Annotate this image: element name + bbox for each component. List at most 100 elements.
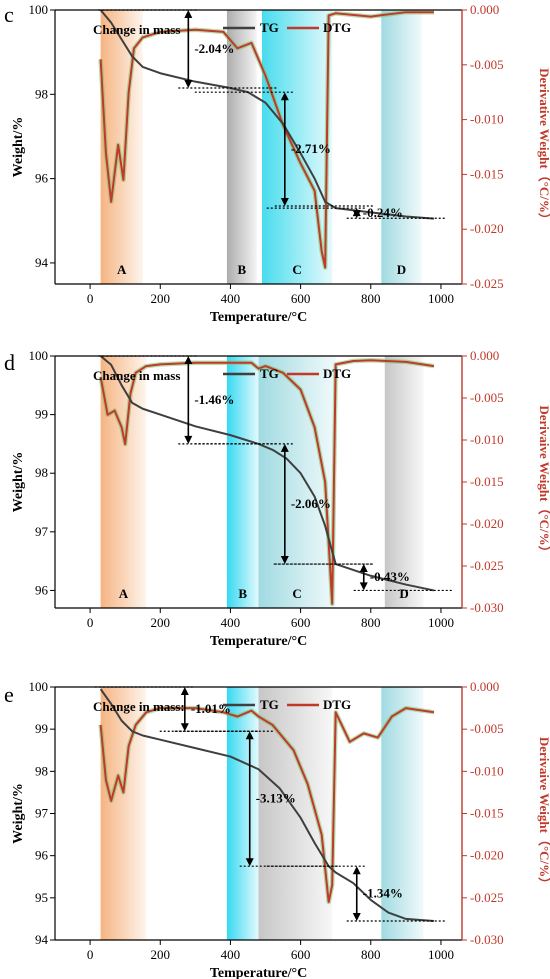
- region-C: [258, 356, 336, 608]
- legend-label-dtg: DTG: [323, 366, 351, 381]
- annotation-arrowhead-up: [280, 92, 289, 101]
- y-right-tick-label: -0.030: [470, 932, 504, 947]
- legend-label-tg: TG: [260, 20, 279, 35]
- annotation-label: -1.34%: [363, 886, 403, 901]
- y-left-tick-label: 98: [35, 86, 48, 101]
- region-label-A: A: [117, 262, 127, 277]
- annotation-arrowhead-down: [184, 79, 193, 88]
- annotation-label: -2.04%: [194, 41, 234, 56]
- legend-label-dtg: DTG: [323, 697, 351, 712]
- x-tick-label: 0: [87, 615, 94, 630]
- dtg-line: [99, 11, 434, 269]
- dtg-line: [99, 359, 435, 605]
- panel-letter: d: [4, 350, 15, 375]
- annotation-label: -2.71%: [291, 141, 331, 156]
- panel-e: -1.01% -3.13% -1.34% 0 200 400 600 800 1000 94 95 9…: [4, 679, 550, 979]
- y-right-tick-label: -0.010: [470, 432, 504, 447]
- y-right-axis-title: Derivaive Weight（°C/%）: [537, 737, 550, 890]
- annotation-arrowhead-up: [184, 356, 193, 364]
- x-tick-label: 200: [151, 947, 171, 962]
- annotation-arrowhead-down: [245, 858, 254, 867]
- annotation-arrowhead-down: [180, 723, 189, 732]
- y-right-tick-label: 0.000: [470, 679, 499, 694]
- annotation-label: -2.06%: [291, 496, 331, 511]
- y-right-tick-label: -0.015: [470, 806, 504, 821]
- x-tick-label: 200: [151, 291, 171, 306]
- annotation-arrowhead-up: [180, 687, 189, 695]
- y-right-tick-label: -0.020: [470, 221, 504, 236]
- x-tick-label: 1000: [428, 291, 454, 306]
- tg-line: [99, 355, 435, 592]
- y-right-tick-label: -0.005: [470, 390, 504, 405]
- y-left-tick-label: 97: [35, 524, 49, 539]
- annotation-arrowhead-down: [359, 582, 368, 591]
- region-label-A: A: [119, 586, 129, 601]
- y-left-axis-title: Weight/%: [11, 452, 26, 513]
- y-left-tick-label: 98: [35, 763, 48, 778]
- legend-label-tg: TG: [260, 697, 279, 712]
- x-tick-label: 600: [291, 947, 311, 962]
- y-left-axis-title: Weight/%: [11, 117, 26, 178]
- annotation-arrowhead-down: [352, 913, 361, 922]
- dtg-line: [99, 707, 435, 904]
- region-3: [258, 687, 333, 940]
- y-right-tick-label: -0.025: [470, 276, 504, 291]
- x-tick-label: 800: [361, 947, 381, 962]
- annotation-arrowhead-down: [280, 198, 289, 207]
- y-right-tick-label: -0.005: [470, 721, 504, 736]
- annotation-label: -1.01%: [191, 701, 231, 716]
- y-right-tick-label: -0.030: [470, 600, 504, 615]
- y-left-tick-label: 94: [35, 255, 49, 270]
- x-tick-label: 400: [221, 291, 241, 306]
- region-label-B: B: [238, 586, 247, 601]
- y-right-axis-title: Derivaive Weight（°C/%）: [537, 405, 550, 558]
- legend-label-dtg: DTG: [323, 20, 351, 35]
- y-left-tick-label: 99: [35, 721, 48, 736]
- y-right-tick-label: -0.015: [470, 166, 504, 181]
- y-left-tick-label: 99: [35, 407, 48, 422]
- panel-c: A B C D -2.04% -2.71% -0.24% 0 200 400 600 800 1000 9…: [4, 2, 550, 325]
- region-B: [226, 10, 257, 284]
- region-label-C: C: [292, 586, 301, 601]
- region-D: [384, 356, 424, 608]
- y-left-tick-label: 96: [35, 582, 49, 597]
- y-left-tick-label: 95: [35, 890, 48, 905]
- annotation-label: -0.24%: [363, 205, 403, 220]
- annotation-arrowhead-up: [280, 443, 289, 452]
- x-axis-title: Temperature/°C: [210, 310, 307, 325]
- region-label-C: C: [292, 262, 301, 277]
- annotation-label: -0.43%: [370, 569, 410, 584]
- x-tick-label: 800: [361, 615, 381, 630]
- x-tick-label: 1000: [428, 947, 454, 962]
- x-tick-label: 0: [87, 947, 94, 962]
- x-tick-label: 0: [87, 291, 94, 306]
- region-label-D: D: [397, 262, 406, 277]
- x-tick-label: 600: [291, 615, 311, 630]
- x-tick-label: 1000: [428, 615, 454, 630]
- legend-note: Change in mass:: [93, 699, 185, 714]
- y-right-tick-label: -0.020: [470, 516, 504, 531]
- region-label-B: B: [237, 262, 246, 277]
- tg-line: [99, 688, 435, 923]
- y-left-tick-label: 94: [35, 932, 49, 947]
- y-left-tick-label: 96: [35, 848, 49, 863]
- annotation-label: -1.46%: [194, 392, 234, 407]
- x-axis-title: Temperature/°C: [210, 634, 307, 649]
- annotation-arrowhead-up: [359, 564, 368, 573]
- annotation-label: -3.13%: [256, 791, 296, 806]
- y-left-tick-label: 100: [29, 679, 49, 694]
- legend-note: Change in mass: [93, 22, 180, 37]
- annotation-arrowhead-up: [184, 10, 193, 18]
- y-right-axis-title: Derivative Weight（°C/%）: [537, 68, 550, 226]
- x-axis-title: Temperature/°C: [210, 966, 307, 979]
- region-2: [226, 687, 259, 940]
- x-tick-label: 400: [221, 947, 241, 962]
- y-right-tick-label: -0.005: [470, 57, 504, 72]
- y-left-axis-title: Weight/%: [11, 783, 26, 844]
- region-label-D: D: [399, 586, 408, 601]
- region-B: [226, 356, 259, 608]
- panel-letter: c: [4, 2, 14, 27]
- annotation-arrowhead-down: [184, 435, 193, 444]
- y-right-tick-label: 0.000: [470, 2, 499, 17]
